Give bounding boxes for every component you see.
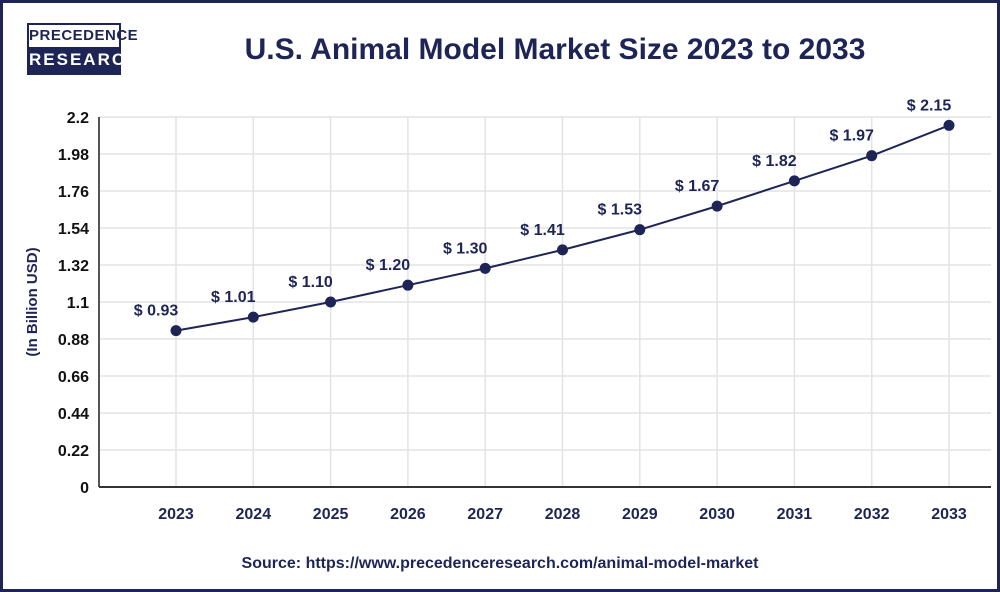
- data-point: [170, 325, 182, 337]
- data-point: [788, 175, 800, 187]
- data-label: $ 1.53: [598, 202, 643, 219]
- data-point: [325, 296, 337, 308]
- y-tick-label: 0: [80, 480, 89, 497]
- data-point: [557, 244, 568, 256]
- x-tick-label: 2033: [931, 506, 967, 523]
- data-label: $ 1.97: [829, 128, 874, 145]
- x-tick-label: 2026: [390, 506, 426, 523]
- y-axis-label: (In Billion USD): [24, 247, 41, 356]
- data-label: $ 1.30: [443, 240, 488, 257]
- y-tick-label: 0.22: [58, 443, 89, 460]
- y-tick-label: 1.76: [58, 184, 89, 201]
- x-tick-label: 2028: [545, 506, 581, 523]
- y-tick-label: 1.54: [58, 221, 89, 238]
- y-tick-label: 1.98: [58, 147, 89, 164]
- y-tick-label: 0.66: [58, 369, 89, 386]
- logo-line2: RESEARCH: [29, 47, 138, 73]
- data-label: $ 2.15: [907, 97, 952, 114]
- x-tick-label: 2025: [313, 506, 349, 523]
- y-tick-label: 1.1: [67, 295, 89, 312]
- source-text: Source: https://www.precedenceresearch.c…: [241, 555, 759, 572]
- data-label: $ 1.41: [520, 222, 565, 239]
- data-label: $ 1.01: [211, 289, 256, 306]
- x-tick-label: 2024: [236, 506, 272, 523]
- data-label: $ 1.20: [366, 257, 411, 274]
- x-tick-label: 2029: [622, 506, 658, 523]
- data-point: [479, 262, 491, 274]
- y-tick-label: 0.88: [58, 332, 89, 349]
- data-point: [711, 200, 723, 212]
- data-label: $ 1.67: [675, 178, 720, 195]
- data-point: [866, 150, 878, 162]
- x-tick-label: 2031: [777, 506, 813, 523]
- logo-line1: PRECEDENCE: [29, 27, 139, 44]
- line-chart: 0 0.22 0.44 0.66 0.88 1.1 1.32 1.54 1.76 1.98 2.2 2…: [24, 97, 991, 523]
- x-tick-label: 2023: [158, 506, 194, 523]
- x-tick-label: 2030: [699, 506, 735, 523]
- data-label: $ 1.10: [288, 274, 333, 291]
- logo: PRECEDENCE RESEARCH: [27, 23, 139, 75]
- data-point: [402, 279, 414, 291]
- x-tick-label: 2027: [467, 506, 503, 523]
- data-point: [247, 311, 259, 323]
- data-point: [634, 224, 646, 236]
- y-tick-label: 2.2: [67, 110, 89, 127]
- x-tick-label: 2032: [854, 506, 890, 523]
- chart-title: U.S. Animal Model Market Size 2023 to 20…: [244, 33, 866, 66]
- data-point: [943, 119, 955, 131]
- data-label: $ 1.82: [752, 153, 797, 170]
- y-tick-label: 0.44: [58, 406, 89, 423]
- data-label: $ 0.93: [134, 303, 179, 320]
- y-tick-label: 1.32: [58, 258, 89, 275]
